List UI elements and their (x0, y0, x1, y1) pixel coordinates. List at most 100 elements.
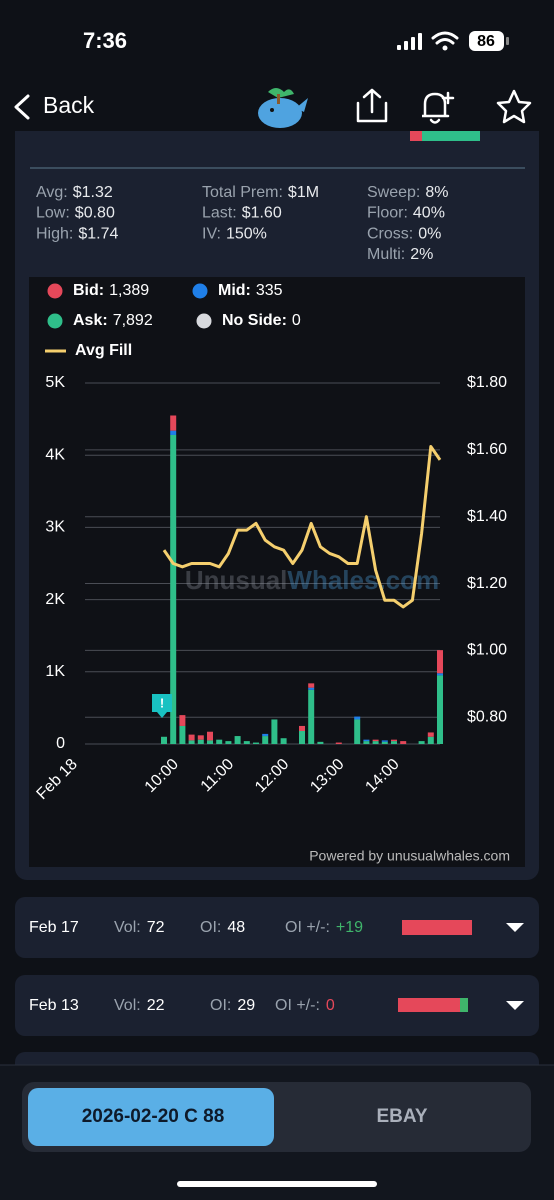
legend-swatch (47, 283, 63, 299)
expiry-stat: Vol: 22 (114, 997, 165, 1014)
stat-label: Avg: (36, 184, 68, 201)
bar-segment (400, 741, 407, 744)
expiry-stat-label: OI: (200, 919, 221, 936)
expiry-stat-label: OI: (210, 997, 231, 1014)
stat-value: 0% (418, 226, 441, 243)
expiry-row[interactable] (15, 975, 539, 1036)
favorite-button[interactable] (496, 89, 532, 124)
bar-segment (207, 731, 213, 741)
expiry-stat: OI: 29 (210, 997, 255, 1014)
expiry-stat-value: 22 (147, 997, 165, 1014)
bar-segment (308, 687, 315, 690)
bar-segment (381, 741, 388, 744)
bar-segment (179, 715, 186, 726)
stat: Total Prem: $1M (202, 184, 319, 201)
expiry-stat-value: 0 (326, 997, 335, 1014)
bar-segment (391, 739, 397, 742)
expiry-stat: OI +/-: +19 (285, 919, 363, 936)
legend-swatch (192, 283, 208, 299)
bar-segment (216, 739, 223, 744)
wifi-dot (442, 45, 448, 51)
expand-icon[interactable] (506, 923, 524, 932)
expiry-stat-value: 72 (147, 919, 165, 936)
expiry-stat-label: OI +/-: (285, 919, 330, 936)
bar-segment (372, 741, 379, 744)
y2-tick-label: $1.40 (467, 508, 507, 525)
y2-tick-label: $1.80 (467, 374, 507, 391)
bar-segment (253, 742, 259, 744)
legend-label: Bid: (73, 282, 104, 299)
expiry-row[interactable] (15, 897, 539, 958)
expiry-stat-value: 48 (227, 919, 245, 936)
expiry-stat-value: +19 (336, 919, 363, 936)
wifi-icon (431, 31, 459, 45)
alert-button[interactable] (422, 91, 455, 124)
expiry-stat: OI: 48 (200, 919, 245, 936)
bar-segment (372, 739, 379, 742)
legend-label: No Side: (222, 312, 287, 329)
share-button[interactable] (356, 88, 388, 123)
bar-segment (437, 650, 443, 674)
active-tab[interactable] (28, 1088, 274, 1146)
stat-label: Multi: (367, 246, 405, 263)
bar-segment (170, 415, 177, 431)
bar-segment (179, 725, 186, 744)
back-label[interactable]: Back (43, 92, 95, 118)
watermark: UnusualWhales.com (185, 565, 439, 595)
flow-bar (402, 920, 472, 935)
stat-value: 2% (410, 246, 433, 263)
y-tick-label: 0 (56, 735, 65, 752)
bar-segment (308, 683, 315, 688)
flag-annotation: ! (152, 694, 172, 718)
stat: IV: 150% (202, 226, 267, 243)
flow-bar (460, 998, 468, 1012)
tab-label[interactable]: 2026-02-20 C 88 (82, 1106, 225, 1127)
bar-segment (197, 735, 204, 740)
tab-label[interactable]: EBAY (376, 1106, 427, 1127)
bar-segment (427, 732, 434, 737)
bar-segment (280, 738, 287, 744)
bar-segment (437, 675, 443, 744)
bar-segment (262, 736, 269, 744)
logo (258, 88, 308, 128)
stat: High: $1.74 (36, 226, 119, 243)
bar-segment (262, 733, 269, 737)
signal-icon (397, 33, 422, 50)
stat-label: Sweep: (367, 184, 420, 201)
y-tick-label: 4K (45, 446, 65, 463)
bar-segment (188, 734, 195, 741)
y2-tick-label: $0.80 (467, 708, 507, 725)
bar-segment (335, 742, 342, 744)
bar-segment (299, 731, 305, 744)
expiry-date: Feb 17 (29, 919, 79, 936)
back-button[interactable]: Back (14, 92, 95, 120)
bar-segment (427, 736, 434, 744)
status-time: 7:36 (83, 28, 127, 53)
bar-segment (354, 716, 361, 720)
stat: Multi: 2% (367, 246, 433, 263)
flag-label: ! (160, 695, 164, 710)
bar-segment (207, 740, 213, 744)
legend-swatch (196, 313, 212, 329)
bar-segment (317, 741, 324, 744)
battery-icon (469, 31, 504, 51)
y-tick-label: 2K (45, 591, 65, 608)
legend-swatch (47, 313, 63, 329)
y-tick-label: 1K (45, 663, 65, 680)
legend-total: 7,892 (113, 312, 153, 329)
stat-value: 40% (413, 205, 445, 222)
stat-value: $0.80 (75, 205, 115, 222)
stat: Sweep: 8% (367, 184, 449, 201)
y-tick-label: 3K (45, 519, 65, 536)
stat: Cross: 0% (367, 226, 441, 243)
bar-segment (363, 739, 370, 742)
stat-value: $1.60 (242, 205, 282, 222)
bar-segment (299, 725, 305, 732)
expand-icon[interactable] (506, 1001, 524, 1010)
avg-fill-line (162, 445, 442, 609)
legend-total: 0 (292, 312, 301, 329)
clipped-bar (410, 131, 480, 141)
stat-value: 150% (226, 226, 267, 243)
expiry-stat-label: Vol: (114, 997, 141, 1014)
